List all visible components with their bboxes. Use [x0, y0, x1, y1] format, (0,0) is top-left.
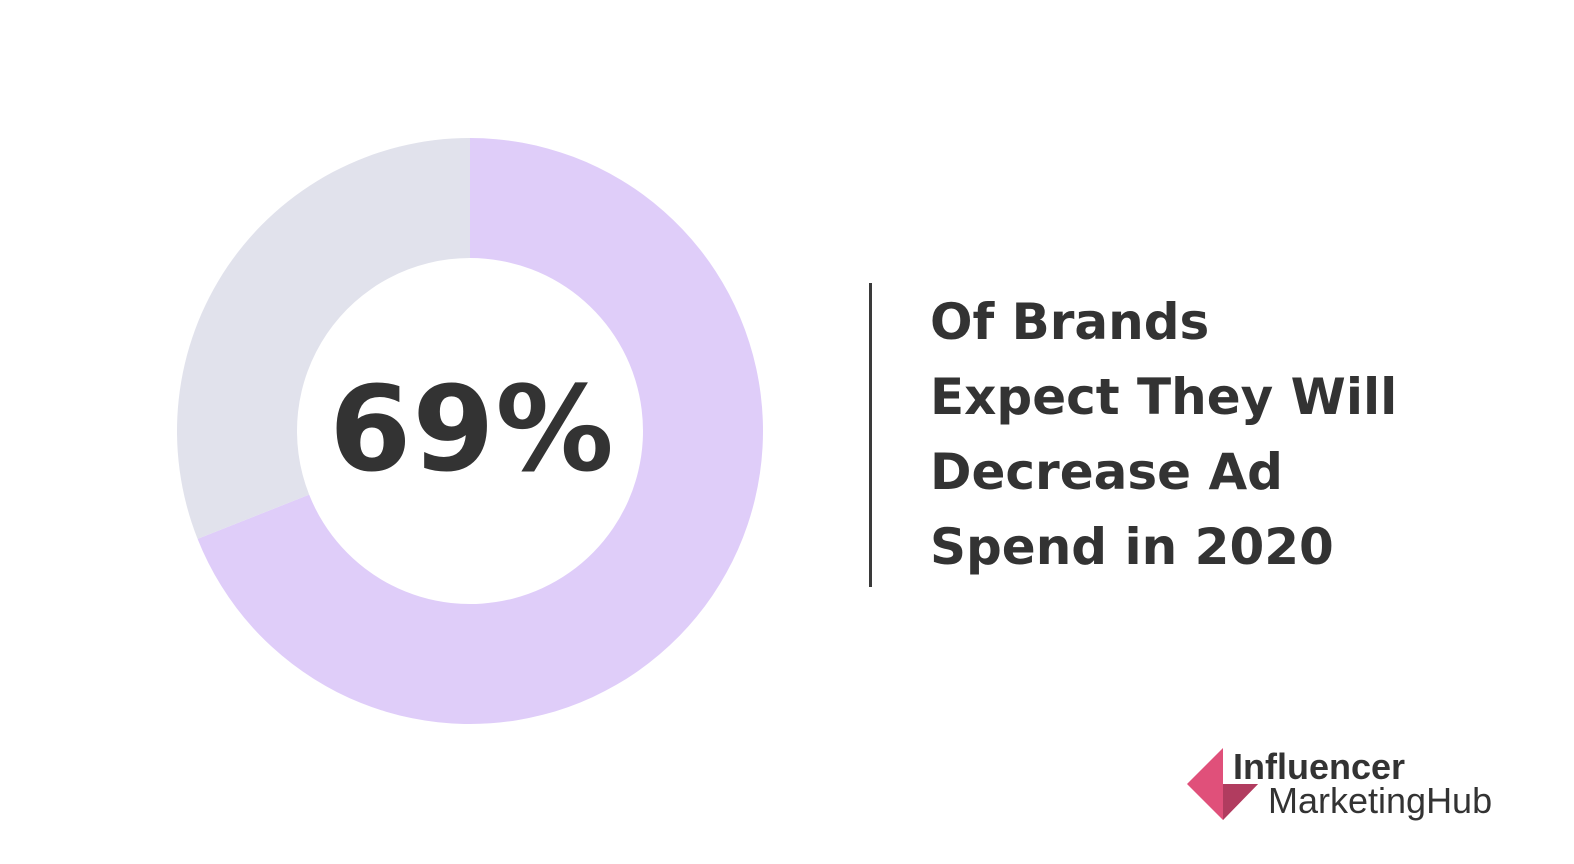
brand-logo: Influencer MarketingHub — [1186, 742, 1546, 832]
donut-slice-2 — [176, 138, 470, 539]
caption-line: Expect They Will — [930, 368, 1398, 426]
caption-line: Spend in 2020 — [930, 518, 1334, 576]
percentage-label: 69% — [329, 360, 615, 498]
logo-fold-shape — [1223, 784, 1258, 820]
caption-line: Decrease Ad — [930, 443, 1283, 501]
divider-line — [869, 283, 872, 587]
donut-slice-1 — [197, 138, 763, 724]
logo-text-marketinghub: MarketingHub — [1268, 780, 1493, 821]
logo-text-influencer: Influencer — [1233, 746, 1406, 787]
caption-line: Of Brands — [930, 293, 1210, 351]
chart-caption: Of Brands Expect They Will Decrease Ad S… — [930, 285, 1530, 585]
logo-mark-icon — [1187, 748, 1258, 820]
